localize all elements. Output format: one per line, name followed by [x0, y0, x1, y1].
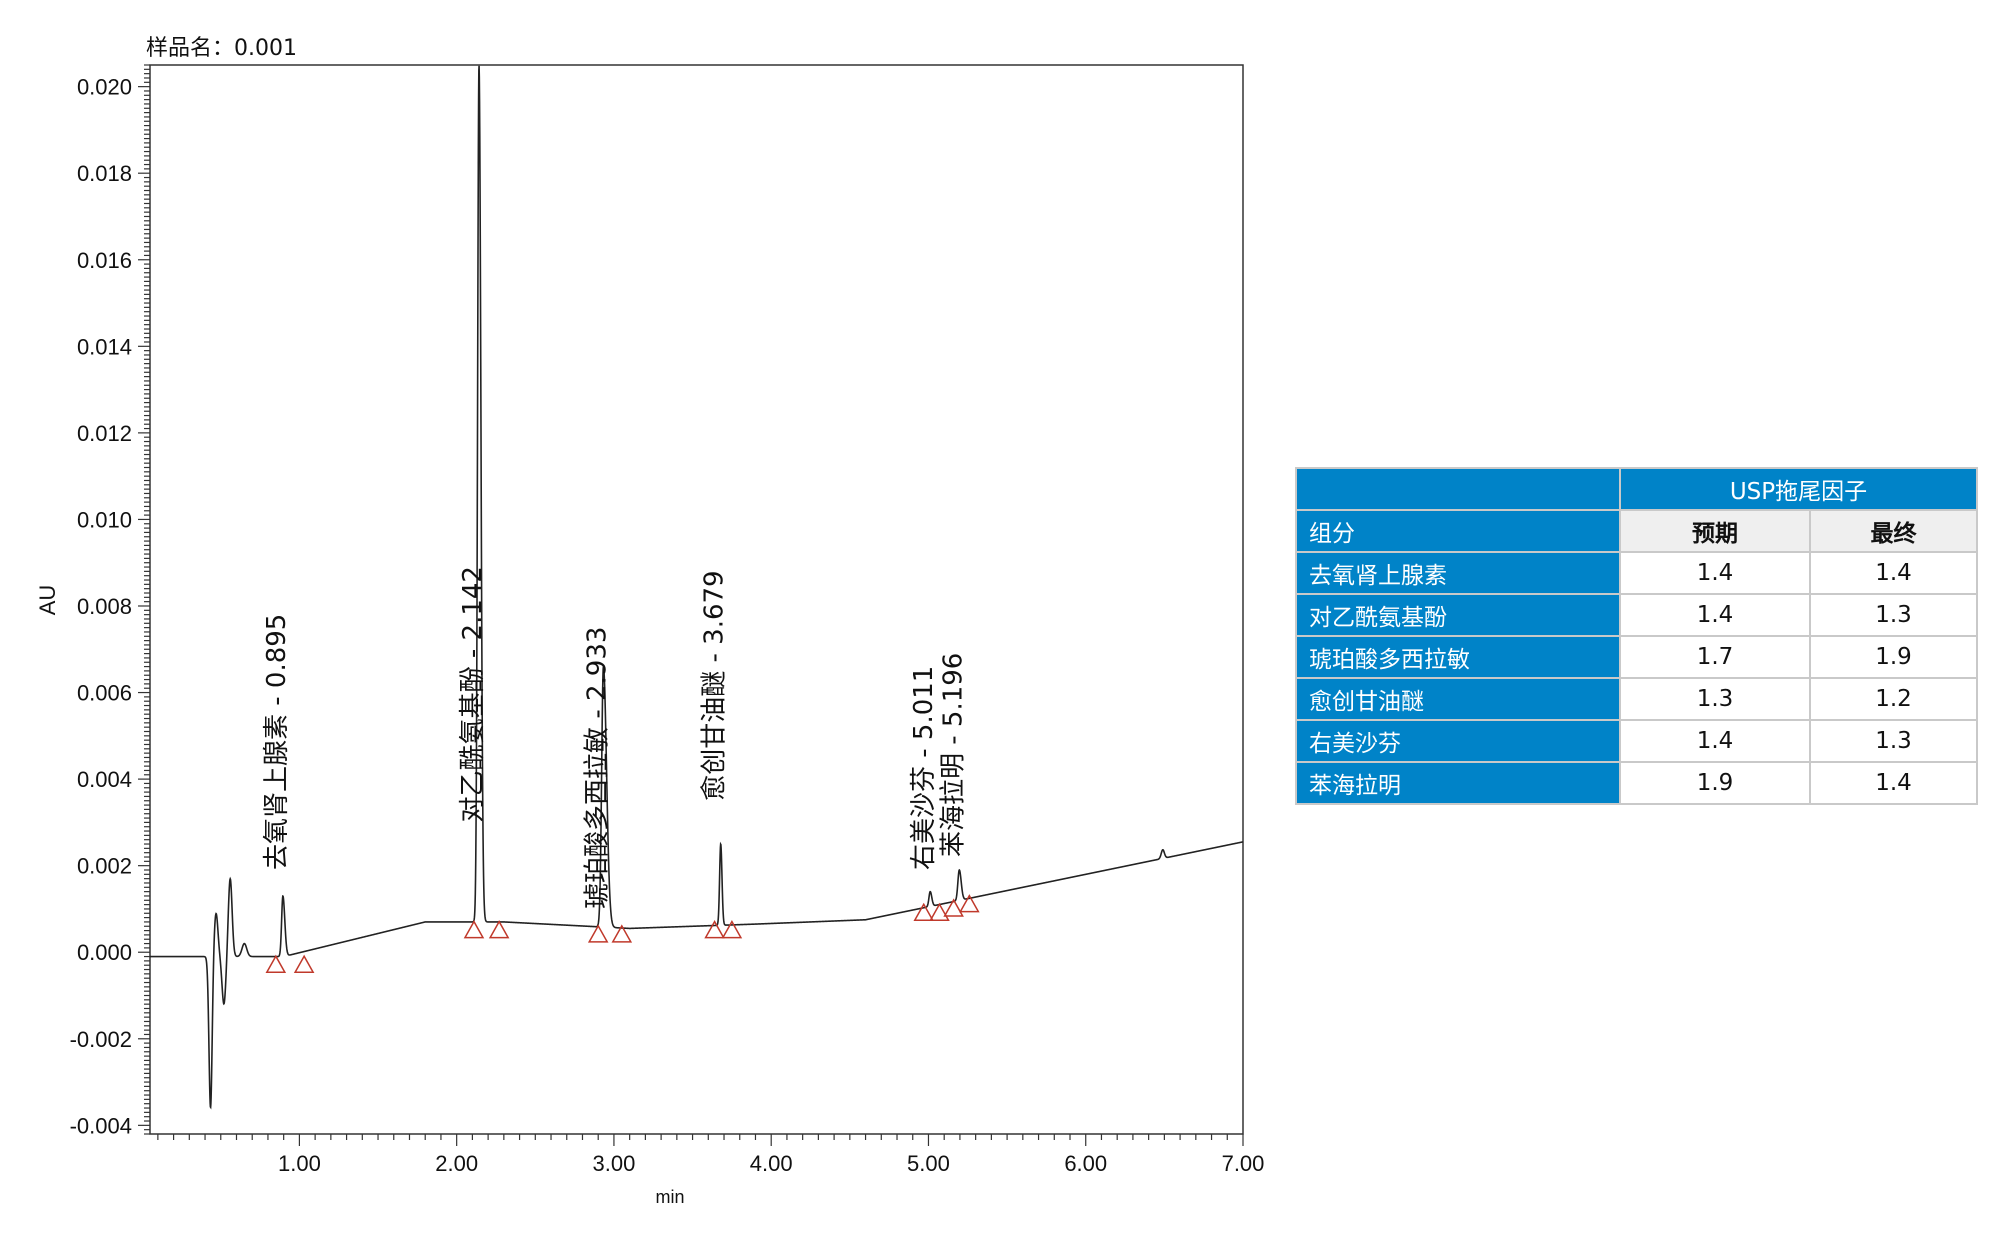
table-row: 苯海拉明 1.9 1.4 [1295, 761, 1978, 805]
peak-label: 右美沙芬 - 5.011 [909, 666, 939, 870]
x-tick-label: 6.00 [1064, 1151, 1107, 1176]
final-value: 1.9 [1809, 635, 1978, 679]
table-subheader-row: 组分 预期 最终 [1295, 509, 1978, 553]
x-tick-label: 2.00 [435, 1151, 478, 1176]
y-tick-label: 0.012 [77, 421, 132, 446]
y-tick-label: 0.014 [77, 334, 132, 359]
usp-tailing-header: USP拖尾因子 [1619, 467, 1978, 511]
y-tick-label: 0.008 [77, 594, 132, 619]
y-tick-label: 0.018 [77, 161, 132, 186]
x-tick-label: 4.00 [750, 1151, 793, 1176]
final-value: 1.3 [1809, 593, 1978, 637]
integration-marker [293, 954, 315, 973]
x-axis-title: min [655, 1187, 684, 1207]
y-tick-label: -0.004 [70, 1113, 132, 1138]
table-header-empty-cell [1295, 467, 1621, 511]
integration-marker [463, 920, 485, 939]
y-axis: -0.004 -0.002 0.000 0.002 0.004 0.006 0.008 0.0… [70, 64, 150, 1138]
peak-label: 琥珀酸多西拉敏 - 2.933 [582, 627, 612, 909]
y-tick-label: 0.004 [77, 767, 132, 792]
final-value: 1.4 [1809, 761, 1978, 805]
y-tick-label: 0.010 [77, 507, 132, 532]
y-tick-label: 0.020 [77, 75, 132, 100]
x-tick-label: 7.00 [1222, 1151, 1265, 1176]
integration-marker [959, 894, 980, 913]
expected-column-header: 预期 [1619, 509, 1811, 553]
integration-marker [587, 924, 609, 943]
peak-label: 苯海拉明 - 5.196 [938, 653, 968, 857]
table-row: 琥珀酸多西拉敏 1.7 1.9 [1295, 635, 1978, 679]
y-tick-label: 0.016 [77, 248, 132, 273]
integration-marker [265, 954, 287, 973]
y-axis-title: AU [35, 585, 60, 616]
final-value: 1.3 [1809, 719, 1978, 763]
table-header-row: USP拖尾因子 [1295, 467, 1978, 511]
expected-value: 1.4 [1619, 719, 1811, 763]
integration-marker [704, 920, 725, 939]
integration-marker [721, 920, 743, 939]
x-tick-label: 1.00 [278, 1151, 321, 1176]
component-name: 去氧肾上腺素 [1295, 551, 1621, 595]
y-tick-label: 0.006 [77, 681, 132, 706]
component-name: 右美沙芬 [1295, 719, 1621, 763]
final-value: 1.2 [1809, 677, 1978, 721]
component-column-header: 组分 [1295, 509, 1621, 553]
expected-value: 1.3 [1619, 677, 1811, 721]
component-name: 苯海拉明 [1295, 761, 1621, 805]
usp-tailing-table: USP拖尾因子 组分 预期 最终 去氧肾上腺素 1.4 1.4 对乙酰氨基酚 1… [1295, 467, 1978, 805]
integration-marker [943, 898, 964, 917]
final-value: 1.4 [1809, 551, 1978, 595]
x-tick-label: 3.00 [593, 1151, 636, 1176]
peak-label: 愈创甘油醚 - 3.679 [700, 570, 730, 800]
y-tick-label: 0.002 [77, 854, 132, 879]
component-name: 愈创甘油醚 [1295, 677, 1621, 721]
peak-label: 对乙酰氨基酚 - 2.142 [458, 566, 488, 822]
table-row: 愈创甘油醚 1.3 1.2 [1295, 677, 1978, 721]
x-tick-label: 5.00 [907, 1151, 950, 1176]
integration-markers [265, 894, 980, 973]
final-column-header: 最终 [1809, 509, 1978, 553]
table-row: 去氧肾上腺素 1.4 1.4 [1295, 551, 1978, 595]
integration-marker [913, 902, 935, 922]
y-tick-label: -0.002 [70, 1027, 132, 1052]
table-row: 右美沙芬 1.4 1.3 [1295, 719, 1978, 763]
expected-value: 1.4 [1619, 551, 1811, 595]
integration-marker [929, 902, 950, 922]
expected-value: 1.9 [1619, 761, 1811, 805]
component-name: 琥珀酸多西拉敏 [1295, 635, 1621, 679]
peak-labels: 去氧肾上腺素 - 0.895 对乙酰氨基酚 - 2.142 琥珀酸多西拉敏 - 2.… [262, 566, 968, 909]
sample-name-label: 样品名：0.001 [146, 36, 297, 61]
chromatogram-trace [150, 65, 1244, 1110]
expected-value: 1.4 [1619, 593, 1811, 637]
component-name: 对乙酰氨基酚 [1295, 593, 1621, 637]
integration-marker [611, 924, 633, 943]
x-axis: 1.00 2.00 3.00 4.00 5.00 6.00 7.00 [157, 1134, 1265, 1176]
integration-marker [488, 920, 510, 939]
peak-label: 去氧肾上腺素 - 0.895 [262, 614, 292, 870]
plot-frame [149, 64, 1244, 1135]
table-row: 对乙酰氨基酚 1.4 1.3 [1295, 593, 1978, 637]
y-tick-label: 0.000 [77, 940, 132, 965]
expected-value: 1.7 [1619, 635, 1811, 679]
